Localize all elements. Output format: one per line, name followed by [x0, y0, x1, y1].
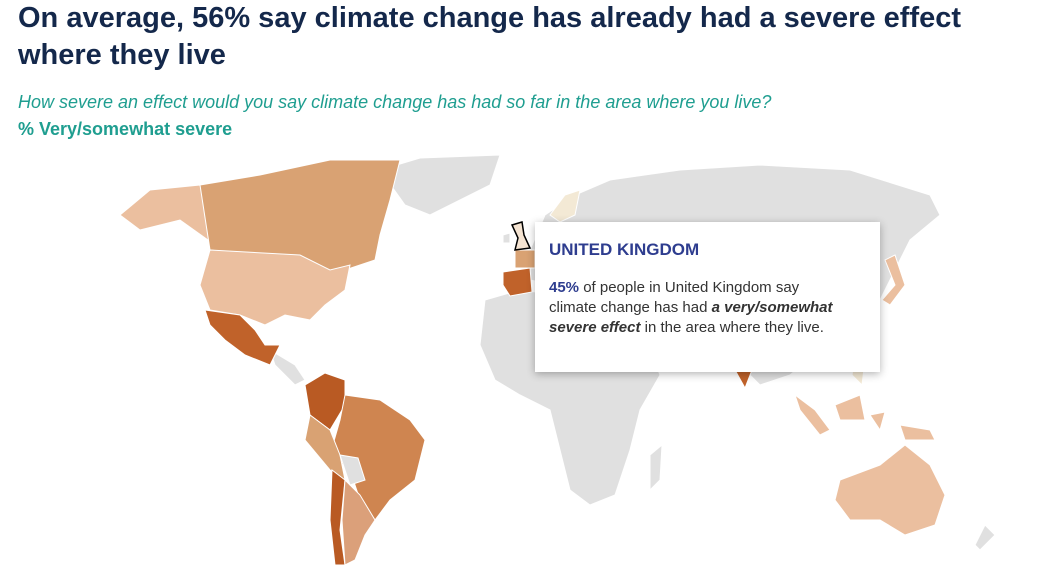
world-map — [119, 154, 996, 566]
tooltip-text: 45% of people in United Kingdom say clim… — [549, 278, 849, 338]
india — [734, 369, 753, 390]
australia — [834, 444, 946, 536]
tooltip-value: 45% — [549, 279, 580, 296]
tooltip: UNITED KINGDOM 45% of people in United K… — [535, 222, 880, 372]
measure: % Very/somewhat severe — [18, 119, 233, 139]
title: On average, 56% say climate change has a… — [18, 2, 962, 71]
france — [514, 249, 536, 269]
argentina — [341, 478, 376, 566]
ireland — [502, 232, 511, 244]
usa — [199, 249, 351, 326]
bolivia — [339, 454, 366, 486]
greenland — [379, 154, 501, 216]
mexico — [204, 309, 281, 366]
tooltip-text-before: of people in United Kingdom say climate … — [549, 279, 800, 316]
indonesia — [794, 393, 936, 441]
madagascar — [649, 443, 663, 492]
spain — [502, 267, 533, 297]
japan — [881, 254, 906, 306]
alaska — [119, 184, 216, 247]
tooltip-country: UNITED KINGDOM — [549, 240, 700, 259]
tooltip-emphasis: a very/somewhat severe effect — [549, 299, 833, 336]
united-kingdom — [510, 221, 532, 251]
new-zealand — [974, 524, 996, 551]
tooltip-text-after: in the area where they live. — [640, 319, 824, 336]
nordic — [549, 189, 581, 223]
question: How severe an effect would you say clima… — [18, 92, 772, 112]
central-america — [269, 348, 306, 386]
